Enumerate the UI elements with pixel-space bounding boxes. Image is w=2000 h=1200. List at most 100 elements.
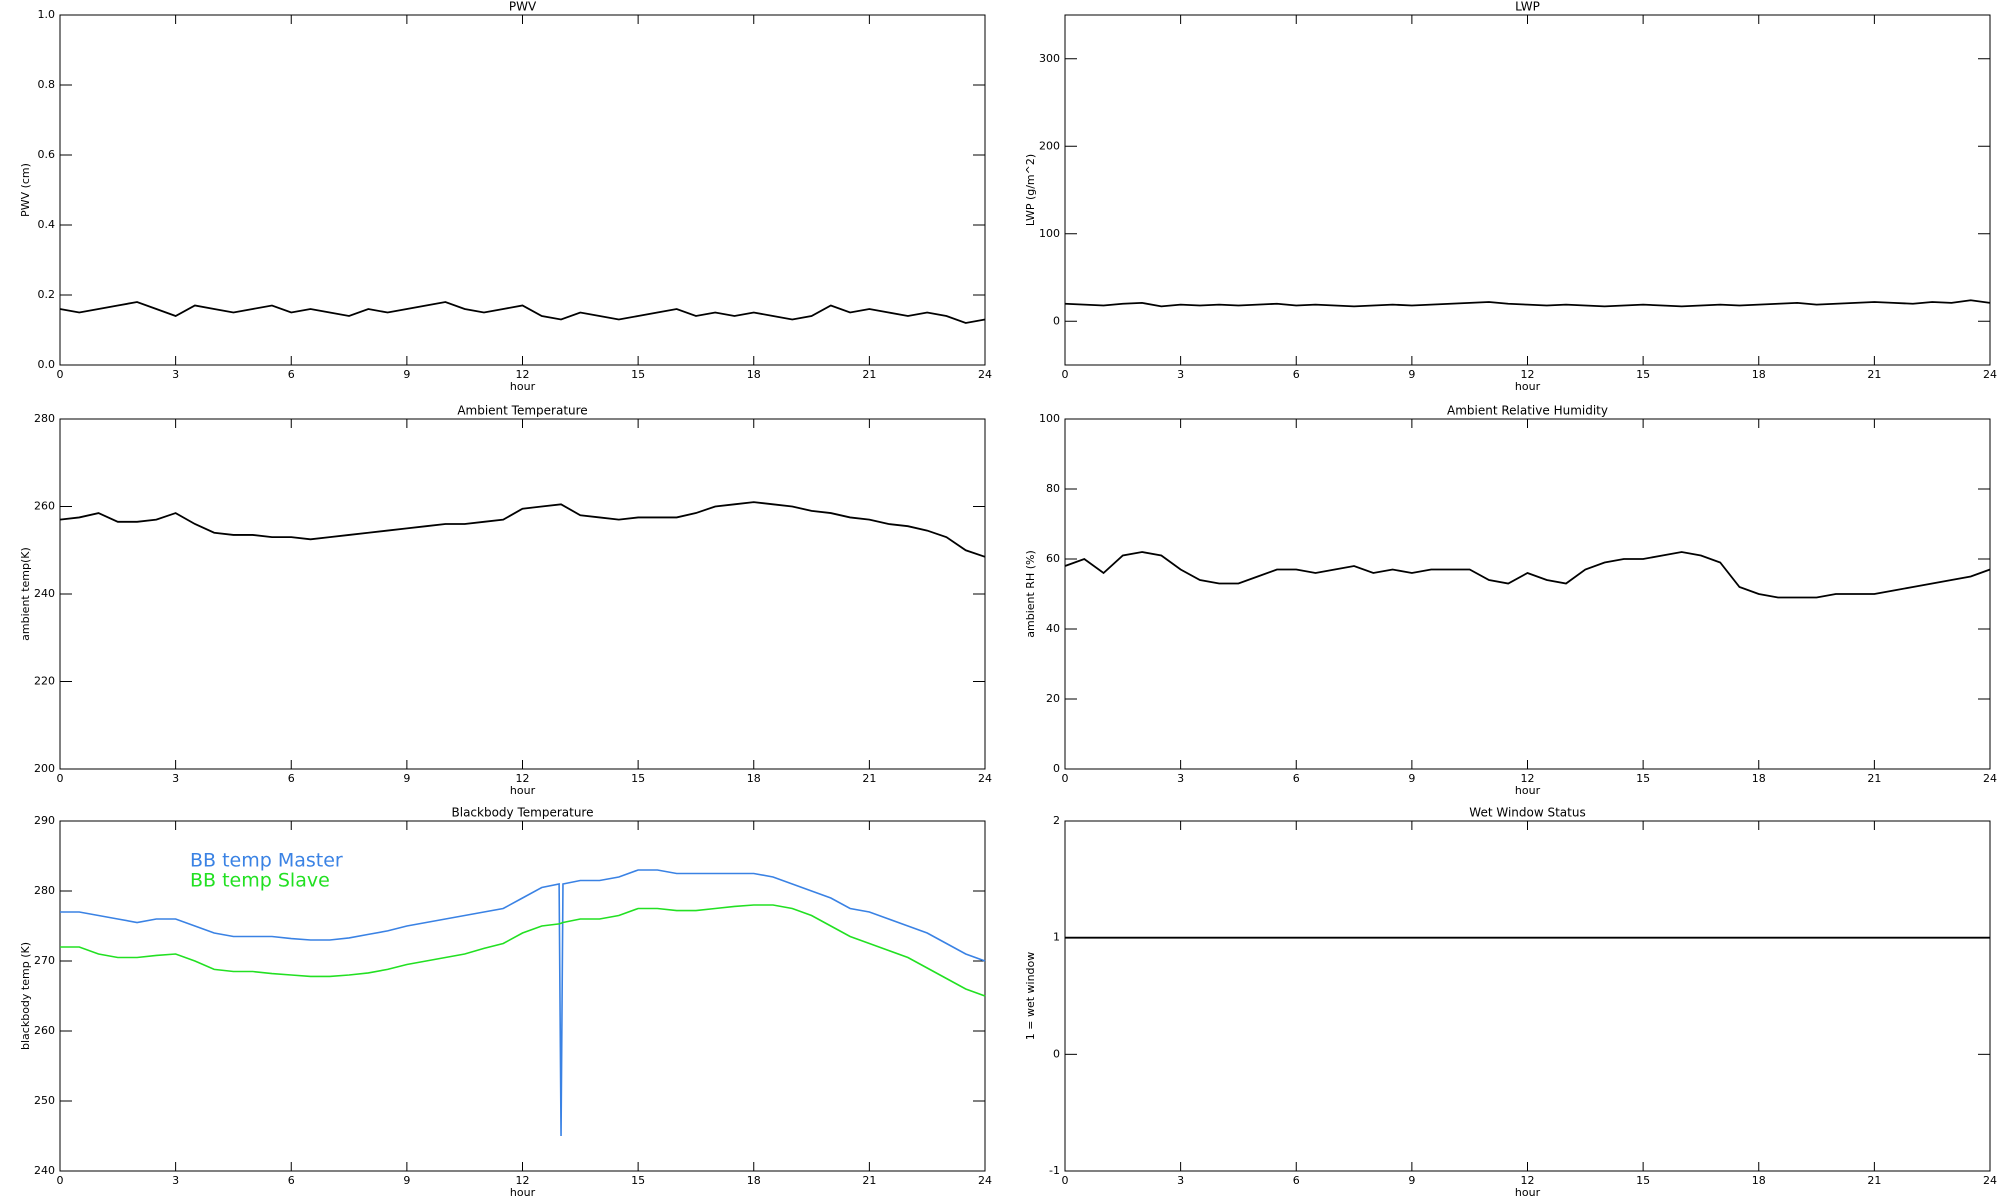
y-tick-label: 280 [34,412,55,425]
plot-frame [1064,14,1991,366]
x-axis-label: hour [1515,784,1541,797]
x-tick-label: 24 [978,772,992,785]
y-tick-label: 260 [34,1024,55,1037]
x-tick-label: 0 [57,1174,64,1187]
y-tick-label: 240 [34,587,55,600]
chart-title: Blackbody Temperature [452,806,594,820]
y-axis-label: ambient temp(K) [19,547,32,641]
x-axis-label: hour [1515,1186,1541,1199]
chart-title: Ambient Relative Humidity [1447,404,1608,418]
y-tick-label: 200 [34,762,55,775]
x-tick-label: 3 [1177,772,1184,785]
x-tick-label: 15 [1636,772,1650,785]
x-tick-label: 12 [1521,772,1535,785]
y-tick-label: 0.4 [38,218,56,231]
y-tick-label: 80 [1046,482,1060,495]
data-line [59,301,986,324]
y-tick-label: 1.0 [38,8,56,21]
x-tick-label: 9 [403,772,410,785]
x-tick-label: 3 [1177,1174,1184,1187]
x-axis-label: hour [510,380,536,393]
chart-panel: LWP hour LWP (g/m^2) 0 3 6 9 12 15 18 21 24 0 100 200 3… [1024,0,1997,393]
x-tick-label: 15 [1636,1174,1650,1187]
y-tick-label: -1 [1049,1164,1060,1177]
legend-label: BB temp Slave [190,870,330,892]
plot-frame [1064,820,1991,1172]
y-tick-label: 100 [1039,227,1060,240]
data-line [59,501,986,558]
y-axis-label: ambient RH (%) [1024,550,1037,638]
chart-panel: Wet Window Status hour 1 = wet window 0 3 6 9 1… [1024,806,1997,1200]
y-tick-label: 280 [34,884,55,897]
x-tick-label: 12 [516,368,530,381]
y-tick-label: 240 [34,1164,55,1177]
data-line [1064,299,1991,308]
x-tick-label: 18 [1752,772,1766,785]
x-tick-label: 15 [631,772,645,785]
x-tick-label: 18 [747,772,761,785]
y-tick-label: 250 [34,1094,55,1107]
y-axis-label: PWV (cm) [19,163,32,217]
x-tick-label: 6 [288,368,295,381]
y-tick-label: 0.6 [38,148,56,161]
x-tick-label: 0 [1062,772,1069,785]
x-tick-label: 12 [516,772,530,785]
x-tick-label: 6 [288,1174,295,1187]
x-tick-label: 12 [1521,368,1535,381]
y-tick-label: 260 [34,500,55,513]
y-axis-label: blackbody temp (K) [19,942,32,1050]
x-tick-label: 15 [1636,368,1650,381]
y-tick-label: 60 [1046,552,1060,565]
x-tick-label: 18 [747,1174,761,1187]
y-tick-label: 0.8 [38,78,56,91]
x-tick-label: 3 [172,1174,179,1187]
y-axis-label: 1 = wet window [1024,952,1037,1041]
y-tick-label: 20 [1046,692,1060,705]
x-tick-label: 21 [1867,1174,1881,1187]
x-tick-label: 6 [1293,772,1300,785]
x-tick-label: 24 [978,1174,992,1187]
y-axis-label: LWP (g/m^2) [1024,154,1037,226]
chart-panel: Ambient Temperature hour ambient temp(K) 0 3… [19,404,992,798]
x-tick-label: 12 [516,1174,530,1187]
x-tick-label: 18 [1752,368,1766,381]
x-tick-label: 15 [631,368,645,381]
x-tick-label: 9 [1408,1174,1415,1187]
x-tick-label: 18 [1752,1174,1766,1187]
y-tick-label: 100 [1039,412,1060,425]
y-tick-label: 40 [1046,622,1060,635]
x-tick-label: 3 [172,772,179,785]
x-tick-label: 9 [403,368,410,381]
x-tick-label: 21 [862,368,876,381]
data-line [60,869,986,1137]
x-tick-label: 21 [862,772,876,785]
y-tick-label: 0 [1053,762,1060,775]
x-tick-label: 9 [403,1174,410,1187]
chart-panel: Blackbody Temperature hour blackbody temp … [19,806,992,1200]
x-tick-label: 0 [57,772,64,785]
y-tick-label: 0 [1053,314,1060,327]
x-tick-label: 9 [1408,368,1415,381]
x-tick-label: 18 [747,368,761,381]
plot-frame [59,14,986,366]
chart-panel: PWV hour PWV (cm) 0 3 6 9 12 15 18 21 24 0.0 0.2 0.4 0.… [19,0,992,393]
y-tick-label: 0 [1053,1047,1060,1060]
x-tick-label: 3 [172,368,179,381]
x-tick-label: 6 [1293,1174,1300,1187]
y-tick-label: 300 [1039,52,1060,65]
x-tick-label: 21 [1867,368,1881,381]
chart-title: Ambient Temperature [457,404,587,418]
x-tick-label: 24 [1983,368,1997,381]
chart-title: PWV [509,0,537,14]
chart-title: Wet Window Status [1469,806,1585,820]
y-tick-label: 0.0 [38,358,56,371]
chart-panel: Ambient Relative Humidity hour ambient RH … [1024,404,1997,798]
x-tick-label: 0 [57,368,64,381]
data-line [60,904,986,997]
x-tick-label: 0 [1062,1174,1069,1187]
chart-title: LWP [1515,0,1540,14]
x-tick-label: 3 [1177,368,1184,381]
x-tick-label: 24 [978,368,992,381]
x-tick-label: 9 [1408,772,1415,785]
